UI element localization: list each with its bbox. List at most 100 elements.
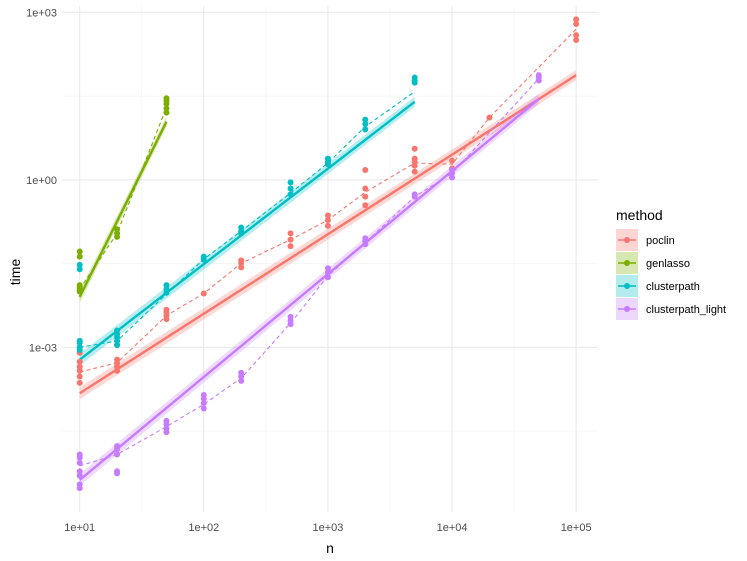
data-point-poclin <box>411 168 418 175</box>
legend-key-point-clusterpath <box>624 283 630 289</box>
fit-line-genlasso <box>78 121 168 298</box>
legend-label-clusterpath: clusterpath <box>646 281 700 293</box>
data-point-poclin <box>362 185 369 192</box>
data-point-clusterpath-light <box>200 400 207 407</box>
data-point-poclin <box>76 373 83 380</box>
data-point-genlasso <box>76 248 83 255</box>
y-tick-label: 1e-03 <box>29 342 57 354</box>
data-point-clusterpath-light <box>324 265 331 272</box>
data-point-clusterpath-light <box>287 313 294 320</box>
data-point-poclin <box>362 193 369 200</box>
data-point-poclin <box>486 114 493 121</box>
data-point-clusterpath-light <box>76 468 83 475</box>
data-point-clusterpath <box>238 224 245 231</box>
data-point-clusterpath-light <box>114 443 121 450</box>
data-point-clusterpath-light <box>200 405 207 412</box>
data-point-clusterpath <box>76 337 83 344</box>
data-point-poclin <box>449 157 456 164</box>
x-axis-title: n <box>326 540 334 556</box>
mean-line-clusterpath-light <box>79 78 540 467</box>
data-point-clusterpath-light <box>238 369 245 376</box>
data-point-clusterpath-light <box>411 191 418 198</box>
data-point-poclin <box>163 306 170 313</box>
legend-key-point-genlasso <box>624 260 630 266</box>
data-point-poclin <box>238 264 245 271</box>
data-point-clusterpath-light <box>76 472 83 479</box>
data-point-clusterpath <box>362 126 369 133</box>
data-point-clusterpath <box>76 344 83 351</box>
data-point-poclin <box>200 290 207 297</box>
data-point-poclin <box>76 358 83 365</box>
data-point-clusterpath-light <box>535 72 542 79</box>
tick-labels: 1e+01 1e+02 1e+03 1e+04 1e+05 1e-03 1e+00 1e+03 <box>26 7 592 534</box>
mean-line-poclin <box>79 28 577 373</box>
data-point-poclin <box>238 257 245 264</box>
data-point-genlasso <box>114 226 121 233</box>
fit-line-clusterpath-light <box>78 98 540 481</box>
legend-label-poclin: poclin <box>646 235 675 247</box>
data-point-poclin <box>362 202 369 209</box>
data-point-clusterpath-light <box>324 274 331 281</box>
data-point-clusterpath <box>163 282 170 289</box>
data-point-genlasso <box>163 105 170 112</box>
y-tick-label: 1e+00 <box>26 175 57 187</box>
data-point-genlasso <box>163 95 170 102</box>
mean-line-genlasso <box>79 106 168 290</box>
data-point-clusterpath-light <box>114 451 121 458</box>
data-point-clusterpath <box>362 121 369 128</box>
data-point-clusterpath <box>287 185 294 192</box>
data-point-poclin <box>287 243 294 250</box>
data-point-poclin <box>573 16 580 23</box>
data-point-clusterpath <box>76 266 83 273</box>
x-tick-label: 1e+01 <box>64 522 95 534</box>
data-point-poclin <box>411 145 418 152</box>
data-point-clusterpath-light <box>76 459 83 466</box>
data-point-poclin <box>76 367 83 374</box>
data-point-clusterpath <box>324 155 331 162</box>
data-point-clusterpath <box>200 253 207 260</box>
fit-line-clusterpath <box>78 100 416 361</box>
data-point-clusterpath-light <box>163 417 170 424</box>
data-point-poclin <box>573 20 580 27</box>
data-point-poclin <box>362 166 369 173</box>
data-point-poclin <box>324 212 331 219</box>
data-point-poclin <box>114 367 121 374</box>
data-point-poclin <box>76 379 83 386</box>
data-point-clusterpath-light <box>200 391 207 398</box>
x-tick-label: 1e+03 <box>312 522 343 534</box>
data-point-genlasso <box>76 282 83 289</box>
data-point-genlasso <box>76 253 83 260</box>
legend-title: method <box>616 207 663 223</box>
data-point-poclin <box>324 217 331 224</box>
data-point-poclin <box>76 363 83 370</box>
data-point-clusterpath-light <box>114 468 121 475</box>
data-point-poclin <box>324 222 331 229</box>
data-point-poclin <box>287 236 294 243</box>
x-tick-label: 1e+05 <box>561 522 592 534</box>
legend-label-genlasso: genlasso <box>646 258 690 270</box>
legend-key-point-clusterpath-light <box>624 306 630 312</box>
data-point-poclin <box>411 155 418 162</box>
y-axis-title: time <box>7 259 23 286</box>
data-point-poclin <box>287 230 294 237</box>
data-point-clusterpath-light <box>163 425 170 432</box>
data-point-genlasso <box>163 109 170 116</box>
data-point-clusterpath <box>76 261 83 268</box>
legend-label-clusterpath-light: clusterpath_light <box>646 304 726 316</box>
data-point-clusterpath-light <box>238 377 245 384</box>
data-point-poclin <box>573 36 580 43</box>
data-point-clusterpath-light <box>76 481 83 488</box>
data-point-clusterpath-light <box>362 235 369 242</box>
data-point-clusterpath <box>362 116 369 123</box>
data-point-clusterpath <box>287 191 294 198</box>
legend-key-point-poclin <box>624 237 630 243</box>
data-point-clusterpath <box>287 179 294 186</box>
data-point-poclin <box>573 32 580 39</box>
data-point-clusterpath <box>411 74 418 81</box>
data-point-clusterpath <box>114 327 121 334</box>
x-tick-label: 1e+02 <box>188 522 219 534</box>
data-point-poclin <box>114 356 121 363</box>
y-tick-label: 1e+03 <box>26 7 57 19</box>
